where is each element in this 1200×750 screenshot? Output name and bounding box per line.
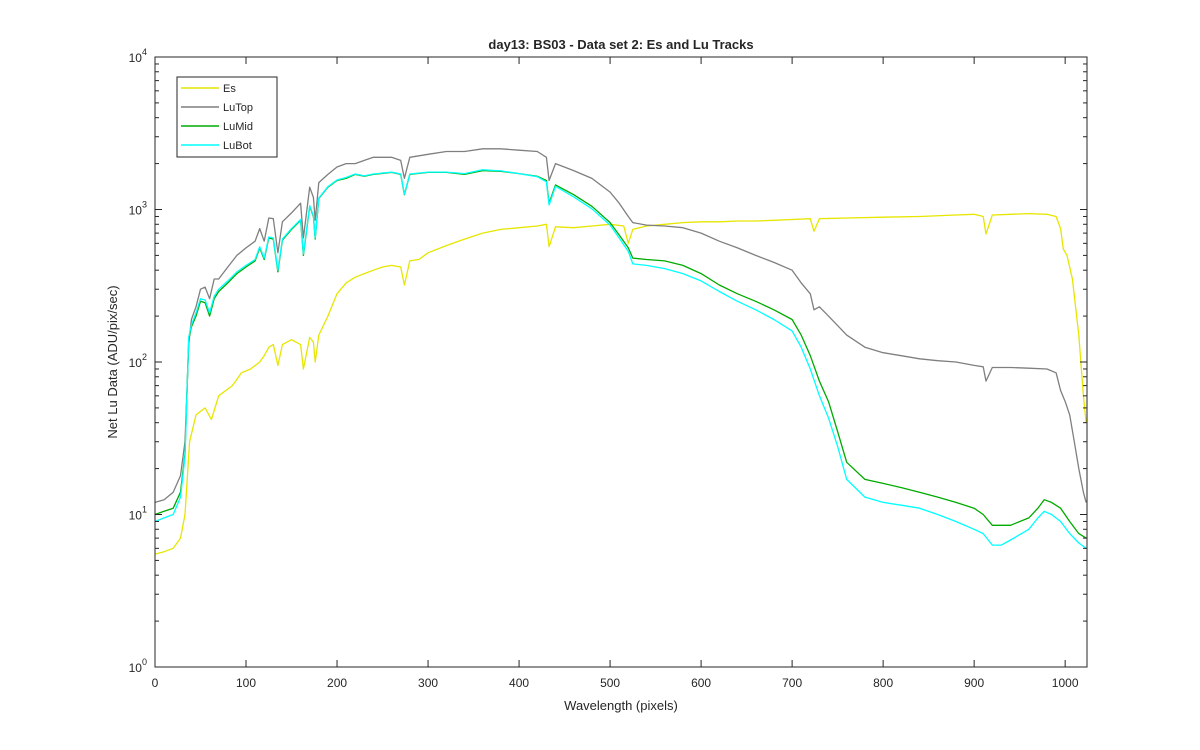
x-tick-label: 400 [509,676,529,690]
y-tick-label: 104 [129,47,147,65]
plot-area [155,57,1087,667]
y-tick-base: 10 [129,356,143,370]
y-tick-exponent: 2 [142,352,147,362]
series-line-lubot [154,169,1087,549]
x-tick-label: 700 [782,676,802,690]
y-tick-label: 103 [129,200,147,218]
y-tick-base: 10 [129,509,143,523]
y-tick-exponent: 0 [142,657,147,667]
plot-frame [154,56,1088,668]
y-tick-exponent: 3 [142,200,147,210]
y-tick-exponent: 4 [142,47,147,57]
y-tick-base: 10 [129,204,143,218]
x-tick-label: 600 [691,676,711,690]
y-tick-label: 101 [129,505,147,523]
x-tick-label: 900 [964,676,984,690]
x-tick-label: 200 [327,676,347,690]
x-axis-label: Wavelength (pixels) [564,698,678,713]
y-axis-label: Net Lu Data (ADU/pix/sec) [105,285,120,438]
x-tick-label: 0 [152,676,159,690]
y-tick-label: 102 [129,352,147,370]
ticks-layer: 0 100 200 300 400 500 600 700 800 900 100010010110… [129,47,1087,690]
legend-label-lubot: LuBot [223,140,252,152]
y-tick-base: 10 [129,51,143,65]
y-tick-exponent: 1 [142,505,147,515]
legend-label-es: Es [223,83,236,95]
x-tick-label: 1000 [1052,676,1079,690]
x-tick-label: 300 [418,676,438,690]
series-line-es [154,212,1087,555]
x-tick-label: 800 [873,676,893,690]
legend-box [176,76,278,158]
legend-label-lutop: LuTop [223,102,253,114]
x-tick-label: 100 [236,676,256,690]
series-layer [154,148,1087,555]
legend: Es LuTop LuMid LuBot [176,76,278,158]
y-tick-label: 100 [129,657,147,675]
series-line-lutop [154,148,1087,504]
x-tick-label: 500 [600,676,620,690]
chart-title: day13: BS03 - Data set 2: Es and Lu Trac… [488,37,753,52]
y-tick-base: 10 [129,661,143,675]
legend-label-lumid: LuMid [223,121,253,133]
